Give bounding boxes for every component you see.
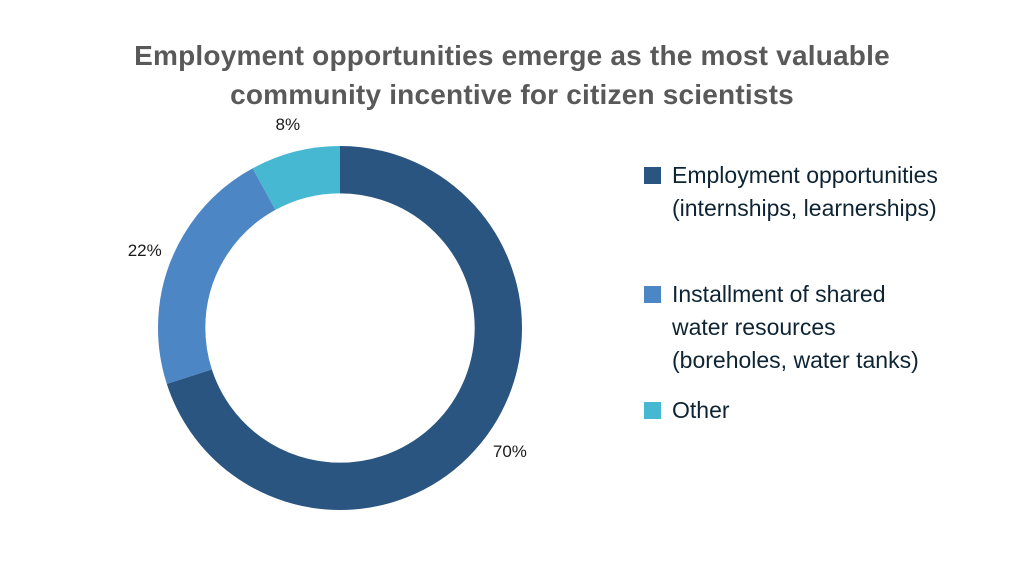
donut-chart: 70% 22% 8%: [100, 88, 580, 568]
legend-label-line: (boreholes, water tanks): [672, 347, 919, 373]
legend-label-line: (internships, learnerships): [672, 195, 937, 221]
legend-label: Employment opportunities (internships, le…: [672, 159, 938, 225]
legend-swatch-icon: [644, 167, 661, 184]
donut-chart-svg: 70% 22% 8%: [128, 115, 527, 510]
legend-swatch-icon: [644, 286, 661, 303]
legend-label-line: Other: [672, 397, 730, 423]
legend-swatch-icon: [644, 402, 661, 419]
legend-label-line: water resources: [672, 314, 836, 340]
chart-title-line-2: community incentive for citizen scientis…: [230, 79, 794, 110]
chart-title-line-1: Employment opportunities emerge as the m…: [134, 40, 890, 71]
legend-item-1: Employment opportunities (internships, le…: [644, 159, 938, 225]
slice-percent-label-3: 8%: [275, 115, 300, 134]
legend-label: Installment of shared water resources (bor…: [672, 278, 919, 377]
legend-label: Other: [672, 394, 730, 427]
donut-slice-3: [158, 146, 522, 510]
legend-label-line: Installment of shared: [672, 281, 886, 307]
donut-slice-2: [158, 146, 522, 510]
legend-item-3: Other: [644, 394, 730, 427]
slice-percent-label-2: 22%: [128, 241, 162, 260]
chart-title: Employment opportunities emerge as the m…: [0, 36, 1024, 114]
slice-percent-label-1: 70%: [493, 442, 527, 461]
chart-legend: Employment opportunities (internships, le…: [644, 159, 1016, 459]
legend-label-line: Employment opportunities: [672, 162, 938, 188]
legend-item-2: Installment of shared water resources (bor…: [644, 278, 919, 377]
